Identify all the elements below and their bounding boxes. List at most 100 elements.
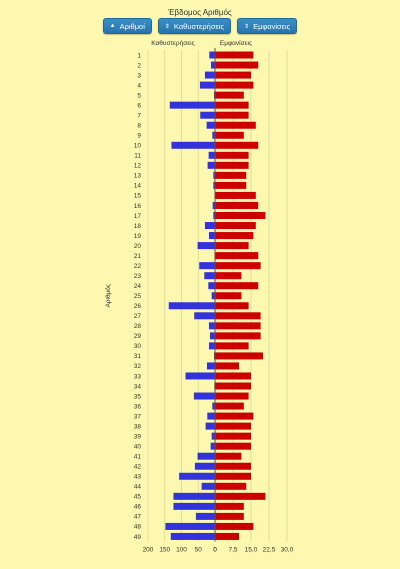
category-label: 29 bbox=[134, 333, 142, 340]
appearance-bar bbox=[215, 191, 256, 199]
appearance-bar bbox=[215, 121, 256, 129]
category-label: 4 bbox=[137, 82, 141, 89]
delay-bar bbox=[197, 452, 215, 460]
category-label: 5 bbox=[137, 92, 141, 99]
delay-bar bbox=[207, 161, 215, 169]
category-label: 38 bbox=[134, 423, 142, 430]
category-label: 14 bbox=[134, 183, 142, 190]
category-label: 31 bbox=[134, 353, 142, 360]
category-label: 19 bbox=[134, 233, 142, 240]
category-label: 1 bbox=[137, 52, 141, 59]
appearance-bar bbox=[215, 462, 251, 470]
sort-appearances-label: Εμφανίσεις bbox=[253, 21, 291, 31]
appearance-bar bbox=[215, 262, 261, 270]
delay-bar bbox=[213, 181, 215, 189]
sort-numbers-label: Αριθμοί bbox=[119, 21, 145, 31]
delay-bar bbox=[213, 352, 215, 360]
x-tick-label: 7,5 bbox=[228, 546, 237, 553]
delay-bar bbox=[171, 141, 215, 149]
delay-bar bbox=[194, 462, 215, 470]
delay-bar bbox=[168, 302, 215, 310]
appearance-bar bbox=[215, 252, 259, 260]
category-label: 28 bbox=[134, 323, 142, 330]
category-label: 35 bbox=[134, 393, 142, 400]
delay-bar bbox=[199, 81, 215, 89]
category-label: 22 bbox=[134, 263, 142, 270]
appearance-bar bbox=[215, 282, 259, 290]
category-label: 20 bbox=[134, 243, 142, 250]
appearance-bar bbox=[215, 101, 249, 109]
delay-bar bbox=[199, 262, 215, 270]
appearance-bar bbox=[215, 342, 249, 350]
appearance-bar bbox=[215, 512, 244, 520]
appearance-bar bbox=[215, 422, 251, 430]
delay-bar bbox=[206, 121, 215, 129]
appearance-bar bbox=[215, 522, 254, 530]
category-label: 23 bbox=[134, 273, 142, 280]
sort-numbers-button[interactable]: ▲ Αριθμοί bbox=[102, 18, 152, 34]
category-label: 45 bbox=[134, 494, 142, 501]
sort-delays-button[interactable]: ⇕ Καθυστερήσεις bbox=[157, 18, 232, 34]
category-label: 13 bbox=[134, 173, 142, 180]
appearance-bar bbox=[215, 322, 261, 330]
category-label: 10 bbox=[134, 143, 142, 150]
category-label: 48 bbox=[134, 524, 142, 531]
delay-bar bbox=[208, 151, 215, 159]
appearance-bar bbox=[215, 201, 259, 209]
appearance-bar bbox=[215, 141, 259, 149]
appearance-bar bbox=[215, 472, 251, 480]
appearance-bar bbox=[215, 181, 247, 189]
appearance-bar bbox=[215, 111, 249, 119]
category-label: 32 bbox=[134, 363, 142, 370]
category-label: 41 bbox=[134, 454, 142, 461]
appearance-bar bbox=[215, 402, 244, 410]
delay-bar bbox=[201, 482, 215, 490]
x-tick-label: 0 bbox=[213, 546, 217, 553]
appearance-bar bbox=[215, 432, 251, 440]
category-label: 36 bbox=[134, 403, 142, 410]
delay-bar bbox=[179, 472, 215, 480]
delay-bar bbox=[194, 312, 215, 320]
category-label: 46 bbox=[134, 504, 142, 511]
appearance-bar bbox=[215, 332, 261, 340]
x-tick-label: 150 bbox=[159, 546, 170, 553]
category-label: 3 bbox=[137, 72, 141, 79]
sort-delays-label: Καθυστερήσεις bbox=[173, 21, 225, 31]
category-label: 24 bbox=[134, 283, 142, 290]
appearance-bar bbox=[215, 51, 254, 59]
sort-appearances-button[interactable]: ⇕ Εμφανίσεις bbox=[237, 18, 298, 34]
delay-bar bbox=[211, 432, 215, 440]
appearance-bar bbox=[215, 452, 242, 460]
delay-bar bbox=[210, 61, 215, 69]
category-label: 47 bbox=[134, 514, 142, 521]
delay-bar bbox=[165, 522, 215, 530]
appearance-bar bbox=[215, 171, 247, 179]
appearance-bar bbox=[215, 392, 249, 400]
delay-bar bbox=[207, 412, 215, 420]
x-tick-label: 30,0 bbox=[281, 546, 294, 553]
appearance-bar bbox=[215, 362, 239, 370]
delay-bar bbox=[195, 512, 215, 520]
delay-bar bbox=[208, 342, 215, 350]
category-label: 9 bbox=[137, 133, 141, 140]
category-label: 26 bbox=[134, 303, 142, 310]
delay-bar bbox=[211, 292, 215, 300]
category-label: 16 bbox=[134, 203, 142, 210]
category-label: 25 bbox=[134, 293, 142, 300]
category-label: 30 bbox=[134, 343, 142, 350]
category-label: 21 bbox=[134, 253, 142, 260]
category-label: 18 bbox=[134, 223, 142, 230]
appearance-bar bbox=[215, 302, 249, 310]
sort-toggle-icon: ⇕ bbox=[164, 23, 170, 30]
appearance-bar bbox=[215, 502, 244, 510]
category-label: 12 bbox=[134, 163, 142, 170]
appearance-bar bbox=[215, 482, 247, 490]
category-label: 6 bbox=[137, 102, 141, 109]
category-label: 7 bbox=[137, 112, 141, 119]
x-tick-label: 100 bbox=[176, 546, 187, 553]
delay-bar bbox=[208, 282, 215, 290]
x-tick-label: 22,5 bbox=[263, 546, 276, 553]
delay-bar bbox=[213, 91, 215, 99]
appearance-bar bbox=[215, 91, 244, 99]
